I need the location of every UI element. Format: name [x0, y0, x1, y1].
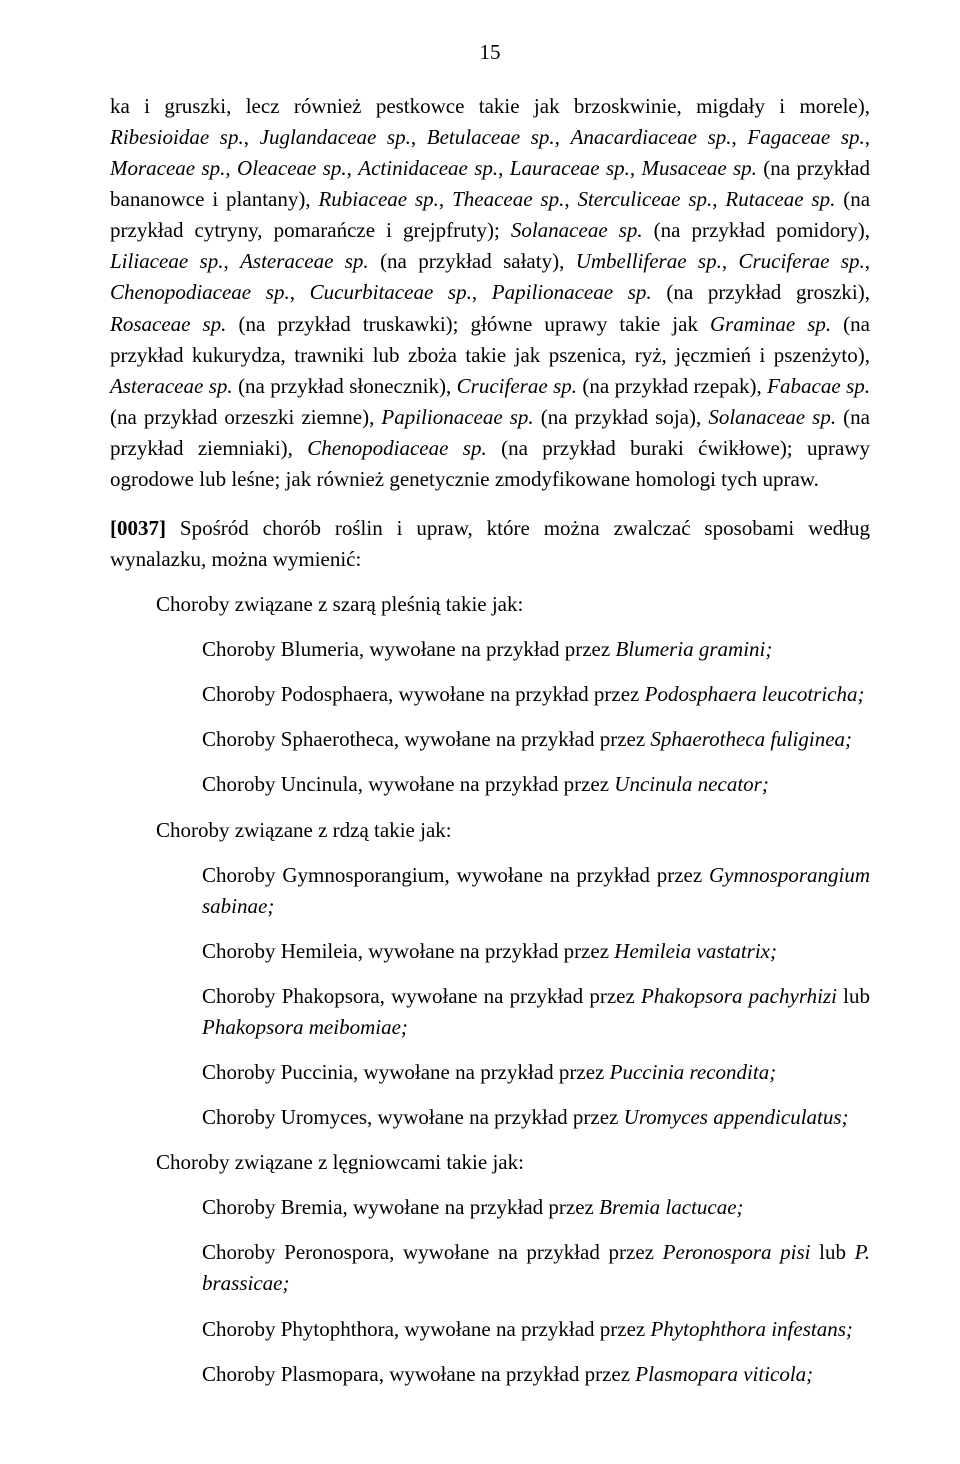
paragraph: Choroby Hemileia, wywołane na przykład p… — [110, 936, 870, 967]
paragraph: Choroby Uromyces, wywołane na przykład p… — [110, 1102, 870, 1133]
paragraph: Choroby Uncinula, wywołane na przykład p… — [110, 769, 870, 800]
paragraph: Choroby Bremia, wywołane na przykład prz… — [110, 1192, 870, 1223]
paragraph: Choroby związane z rdzą takie jak: — [110, 815, 870, 846]
paragraph: ka i gruszki, lecz również pestkowce tak… — [110, 91, 870, 495]
paragraph: Choroby Puccinia, wywołane na przykład p… — [110, 1057, 870, 1088]
paragraph: Choroby Phakopsora, wywołane na przykład… — [110, 981, 870, 1043]
paragraph: Choroby Plasmopara, wywołane na przykład… — [110, 1359, 870, 1390]
paragraph: [0037] Spośród chorób roślin i upraw, kt… — [110, 513, 870, 575]
paragraph: Choroby Gymnosporangium, wywołane na prz… — [110, 860, 870, 922]
paragraph: Choroby Phytophthora, wywołane na przykł… — [110, 1314, 870, 1345]
page-number: 15 — [110, 40, 870, 65]
paragraph: Choroby Peronospora, wywołane na przykła… — [110, 1237, 870, 1299]
paragraph: Choroby związane z lęgniowcami takie jak… — [110, 1147, 870, 1178]
paragraph: Choroby Sphaerotheca, wywołane na przykł… — [110, 724, 870, 755]
paragraph: Choroby Blumeria, wywołane na przykład p… — [110, 634, 870, 665]
page-body: ka i gruszki, lecz również pestkowce tak… — [110, 91, 870, 1390]
document-page: 15 ka i gruszki, lecz również pestkowce … — [0, 0, 960, 1464]
paragraph: Choroby Podosphaera, wywołane na przykła… — [110, 679, 870, 710]
paragraph: Choroby związane z szarą pleśnią takie j… — [110, 589, 870, 620]
